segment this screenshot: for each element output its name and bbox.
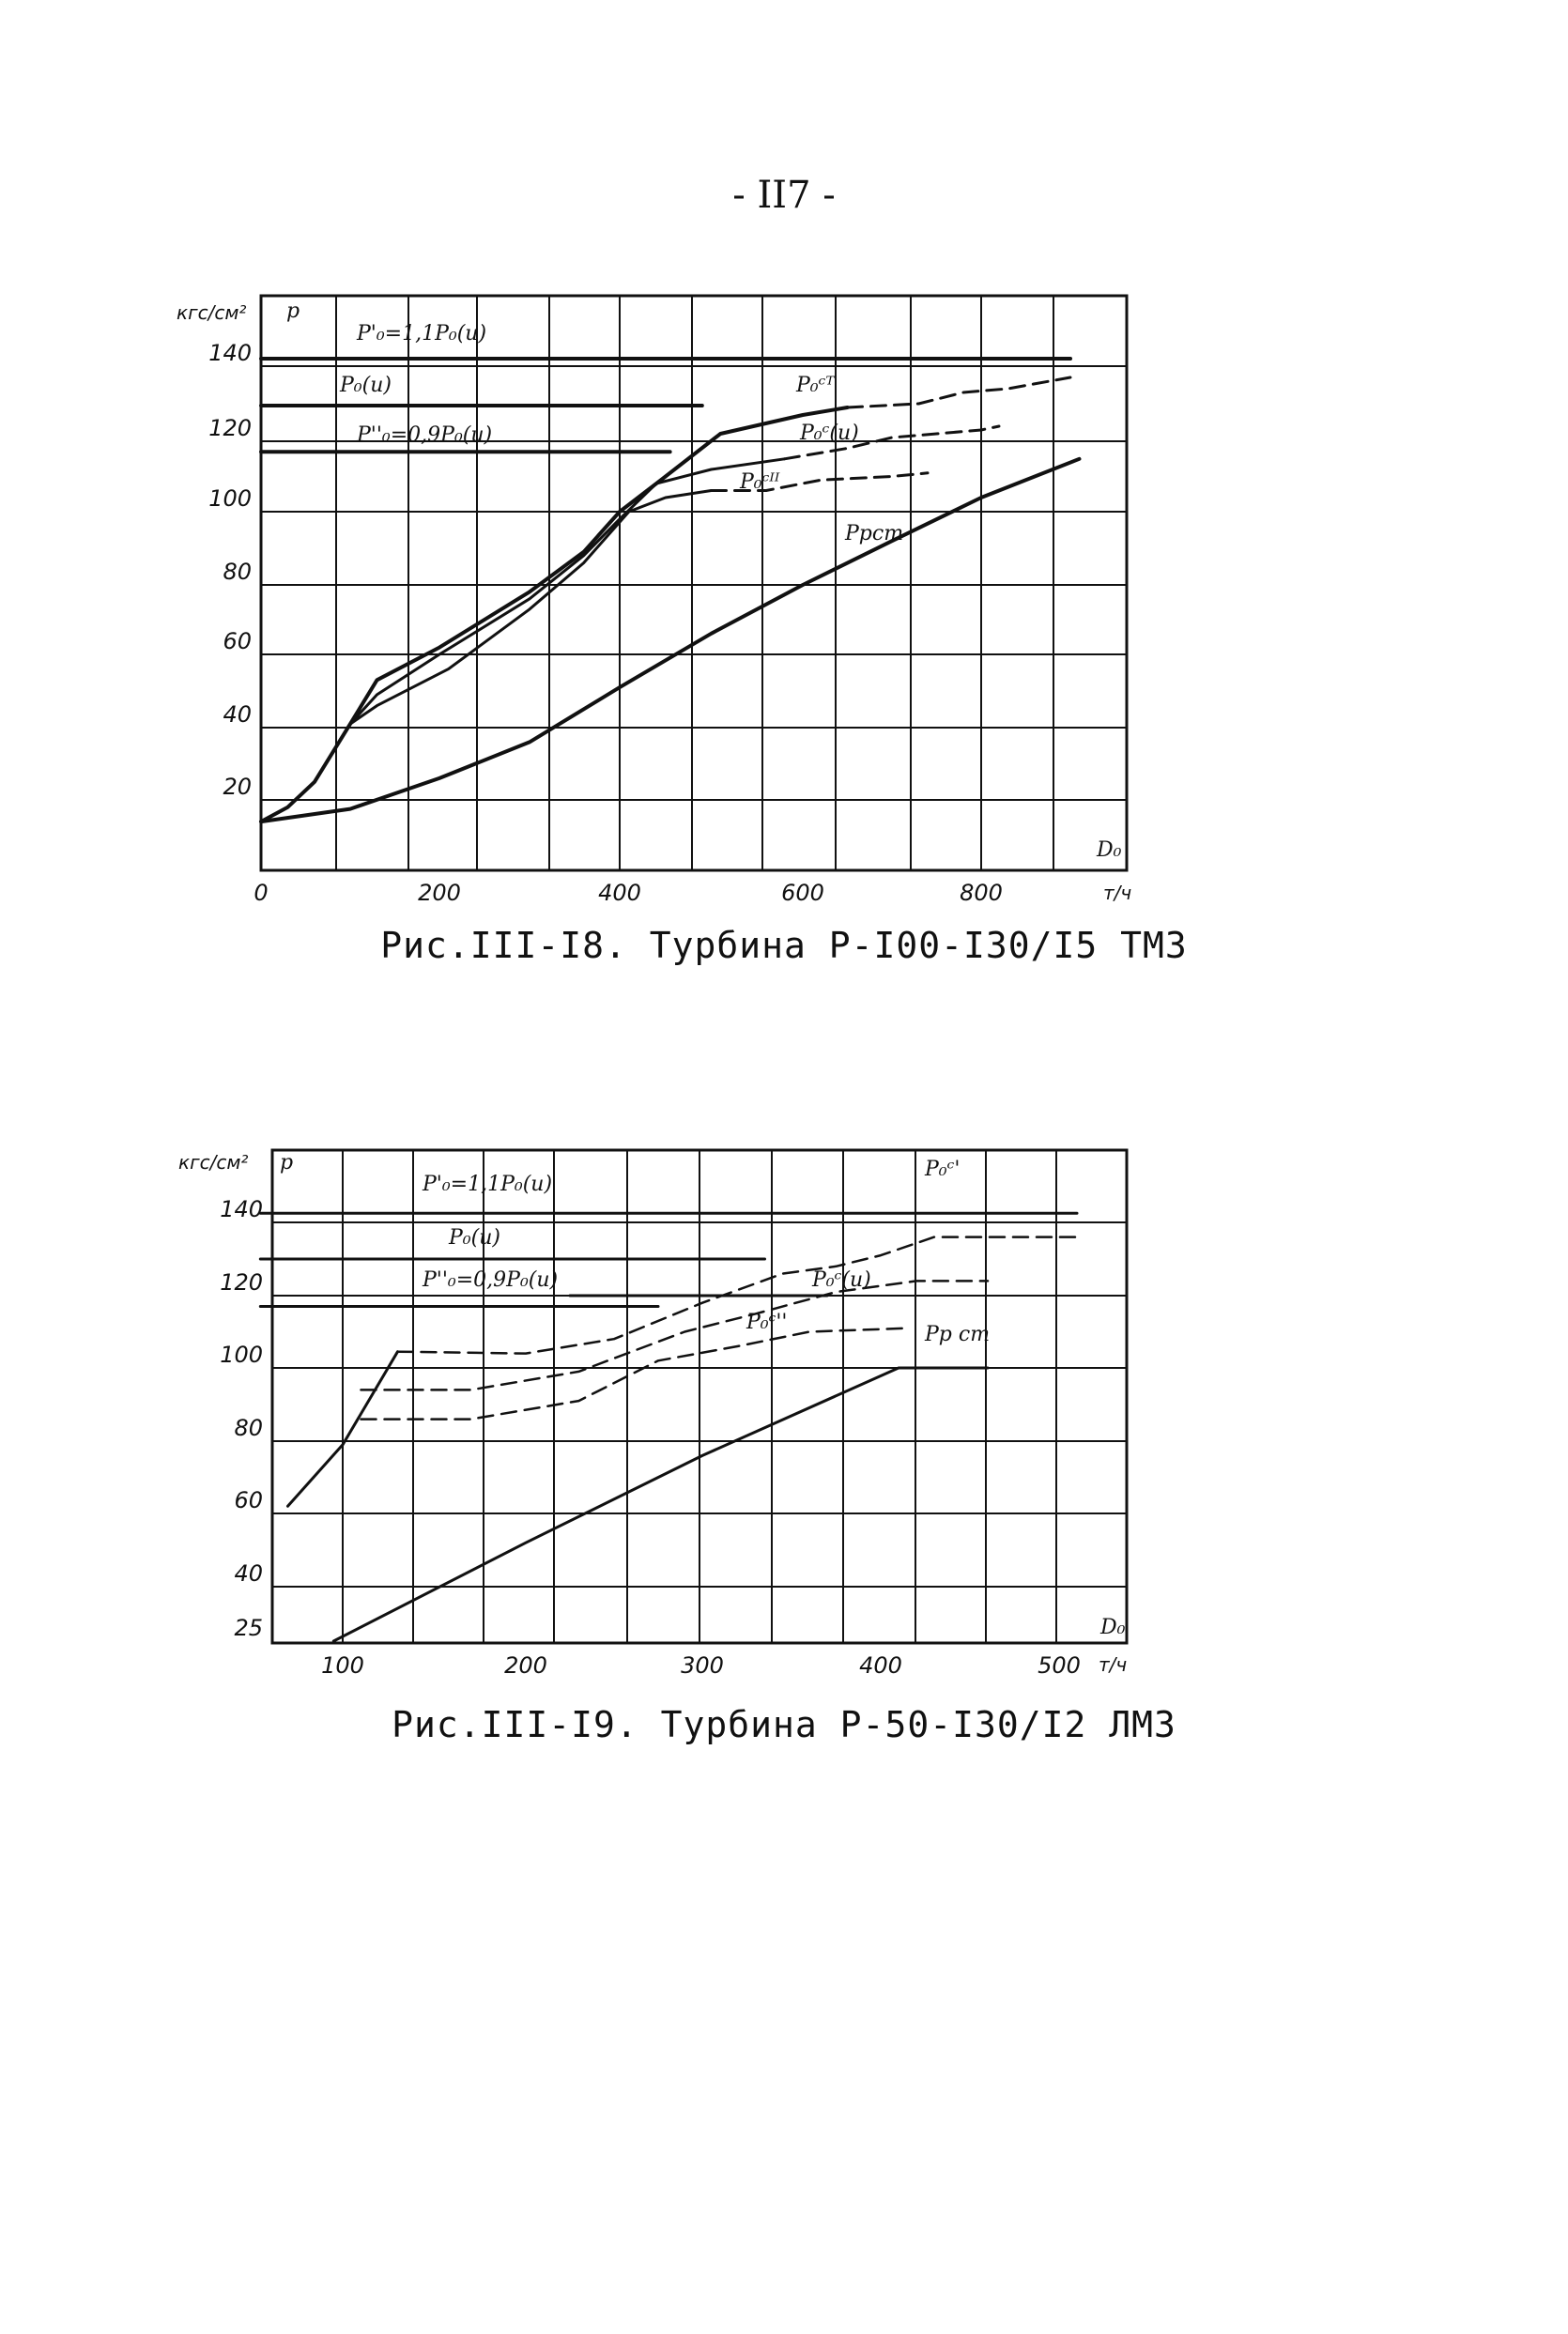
curve-annotation: P''₀=0,9P₀(u) xyxy=(422,1268,558,1292)
series-curve xyxy=(286,1350,399,1508)
plot-frame xyxy=(259,294,1129,872)
axis-xunit: т/ч xyxy=(1099,1653,1127,1676)
x-tick-label: 800 xyxy=(960,880,1003,906)
series-curve xyxy=(783,424,1001,461)
axis-ylabel: p xyxy=(286,299,300,323)
axis-ylabel: p xyxy=(280,1151,293,1175)
curve-annotation: P₀ᶜᴵᴵ xyxy=(739,470,780,494)
x-tick-label: 200 xyxy=(418,880,461,906)
series-curve xyxy=(396,1236,1079,1355)
y-tick-label: 40 xyxy=(223,701,252,728)
series-curve xyxy=(259,406,850,824)
series-curve xyxy=(846,376,1072,409)
series-curve xyxy=(360,1327,909,1420)
figure-2-caption: Рис.III-I9. Турбина Р-50-I30/I2 ЛМЗ xyxy=(392,1704,1176,1745)
y-tick-label: 60 xyxy=(234,1487,263,1513)
axis-yunit: кгс/см² xyxy=(178,1151,248,1174)
series-curve xyxy=(348,457,786,726)
curve-annotation: Pр ст xyxy=(924,1323,990,1346)
y-tick-label: 80 xyxy=(234,1415,263,1441)
axis-xlabel: D₀ xyxy=(1096,838,1122,862)
y-tick-label: 120 xyxy=(220,1269,263,1296)
y-tick-label: 40 xyxy=(234,1560,263,1587)
curve-annotation: P'₀=1,1P₀(u) xyxy=(422,1173,552,1196)
curve-annotation: P₀(u) xyxy=(339,374,392,397)
axis-xunit: т/ч xyxy=(1103,882,1131,904)
series-curve xyxy=(259,456,1082,824)
series-curve xyxy=(360,1280,990,1391)
y-tick-label: 120 xyxy=(208,415,252,441)
y-tick-label: 60 xyxy=(223,628,252,654)
y-tick-label: 100 xyxy=(220,1342,263,1368)
series-curve xyxy=(710,471,930,492)
y-tick-label: 25 xyxy=(234,1615,263,1641)
x-tick-label: 300 xyxy=(681,1652,724,1679)
x-tick-label: 200 xyxy=(504,1652,547,1679)
figure-1-caption: Рис.III-I8. Турбина Р-I00-I30/I5 ТМЗ xyxy=(380,925,1188,966)
x-tick-label: 100 xyxy=(321,1652,364,1679)
curve-annotation: P''₀=0,9P₀(u) xyxy=(356,423,492,447)
y-tick-label: 20 xyxy=(223,774,252,800)
series-curve xyxy=(348,489,713,726)
axis-yunit: кгс/см² xyxy=(177,301,246,324)
axis-xlabel: D₀ xyxy=(1099,1616,1126,1639)
x-tick-label: 400 xyxy=(598,880,641,906)
curve-annotation: P₀ᶜ(u) xyxy=(811,1268,871,1292)
x-tick-label: 600 xyxy=(781,880,824,906)
page-number: - II7 - xyxy=(732,174,836,217)
x-tick-label: 0 xyxy=(254,880,268,906)
y-tick-label: 140 xyxy=(208,340,252,366)
curve-annotation: P₀ᶜ' xyxy=(924,1158,960,1181)
curve-annotation: P₀ᶜᵀ xyxy=(795,374,836,397)
x-tick-label: 500 xyxy=(1038,1652,1081,1679)
y-tick-label: 80 xyxy=(223,559,252,585)
curve-annotation: P₀(u) xyxy=(448,1226,500,1250)
curve-annotation: P'₀=1,1P₀(u) xyxy=(356,322,486,345)
y-tick-label: 140 xyxy=(220,1196,263,1222)
curve-annotation: P₀ᶜ(u) xyxy=(799,422,859,445)
x-tick-label: 400 xyxy=(859,1652,902,1679)
curve-annotation: P₀ᶜ'' xyxy=(746,1311,787,1334)
plot-frame xyxy=(270,1148,1129,1645)
series-curve xyxy=(331,1366,990,1643)
curve-annotation: Pрст xyxy=(844,522,903,545)
y-tick-label: 100 xyxy=(208,485,252,512)
